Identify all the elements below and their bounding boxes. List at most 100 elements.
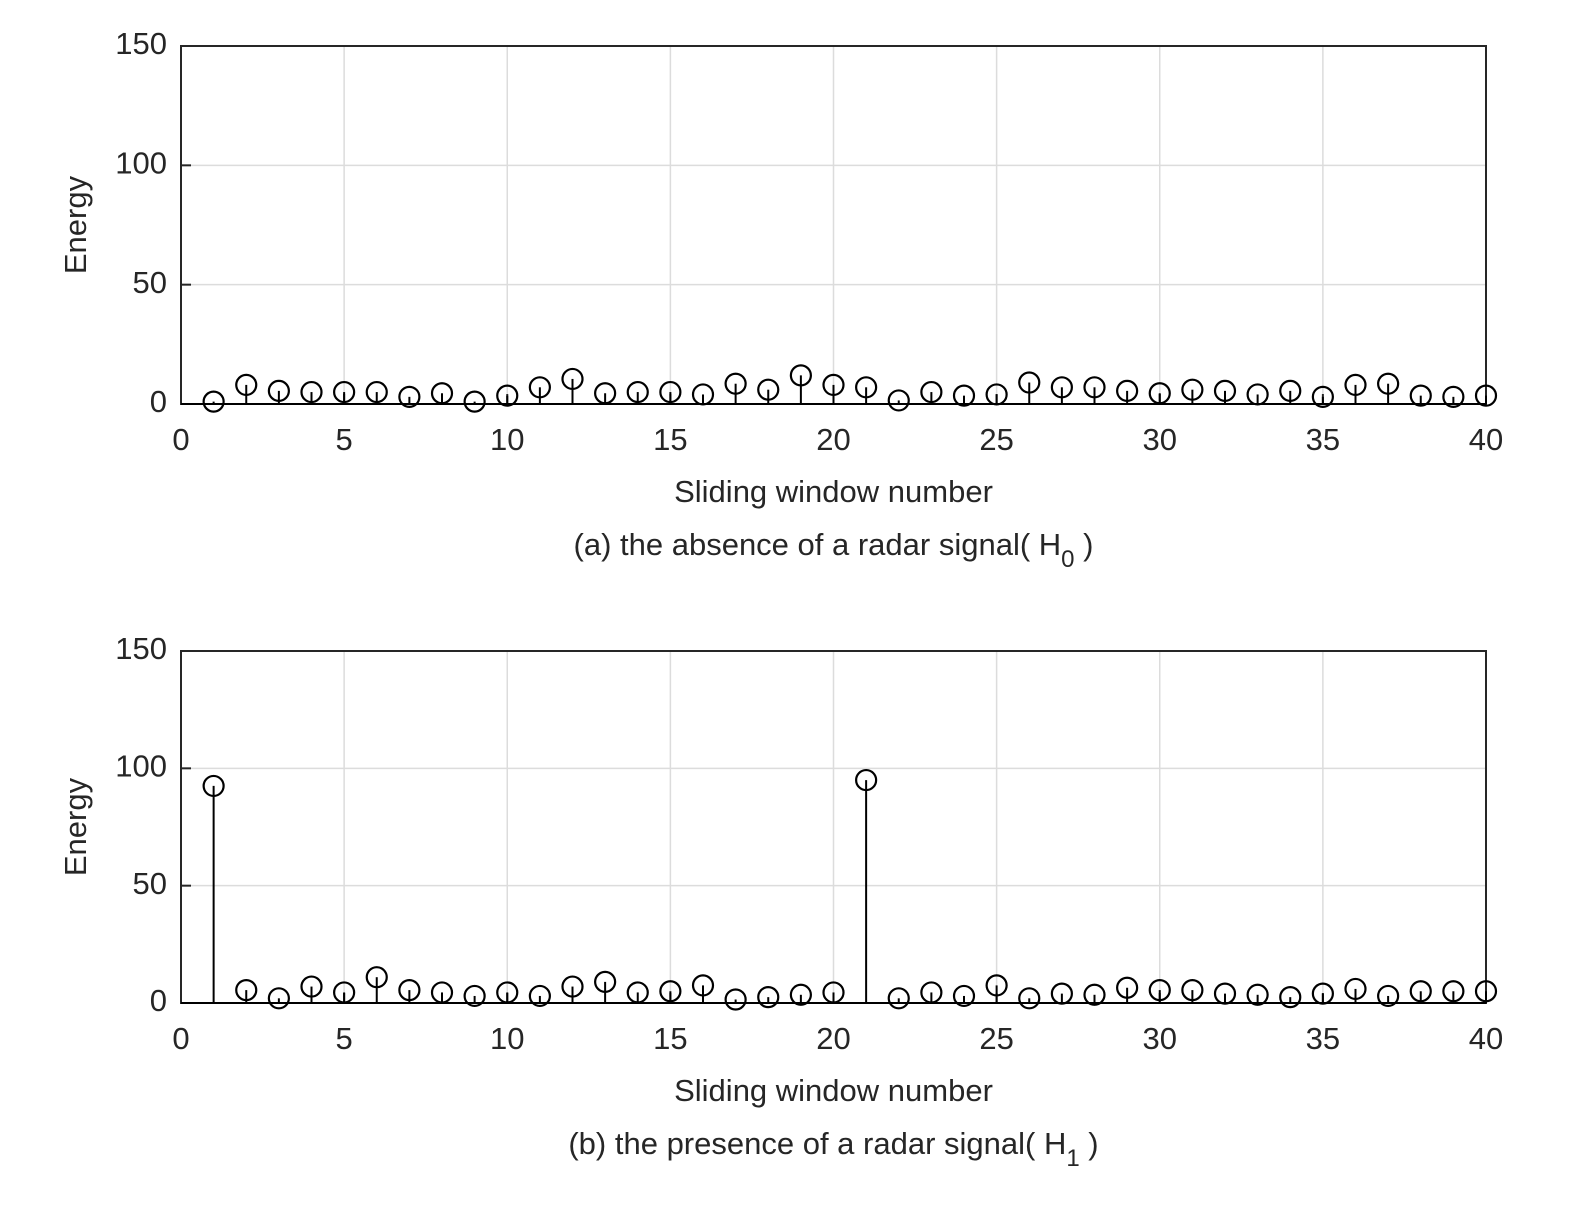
x-axis-label: Sliding window number — [674, 474, 993, 509]
stem-marker — [202, 774, 225, 798]
stem-marker — [430, 382, 454, 405]
stem-marker — [626, 981, 649, 1004]
x-tick-label: 10 — [490, 1021, 524, 1056]
y-tick-label: 100 — [115, 749, 167, 784]
stem-marker — [659, 980, 682, 1003]
stem-marker — [1050, 982, 1073, 1005]
caption-end: ) — [1080, 1126, 1099, 1161]
caption-text: (a) the absence of a radar signal( H — [574, 527, 1062, 562]
stem-marker — [1116, 976, 1139, 999]
stem-marker — [300, 380, 323, 404]
stem-marker — [1409, 384, 1432, 407]
stem-marker — [1181, 978, 1204, 1002]
stem-marker — [985, 974, 1008, 997]
x-tick-label: 0 — [172, 422, 189, 457]
stem-marker — [496, 981, 519, 1004]
stem-marker — [267, 987, 290, 1010]
x-tick-label: 35 — [1306, 422, 1340, 457]
stem-marker — [757, 378, 780, 401]
stem-marker — [952, 384, 976, 407]
stem-marker — [1377, 372, 1400, 395]
stem-marker — [528, 984, 551, 1008]
stem-marker — [528, 376, 551, 399]
x-tick-label: 20 — [816, 1021, 850, 1056]
caption-end: ) — [1075, 527, 1094, 562]
y-axis-label: Energy — [58, 777, 93, 876]
caption-subscript: 1 — [1066, 1145, 1079, 1172]
stem-marker — [333, 380, 356, 404]
stem-marker — [1442, 980, 1465, 1003]
stem-marker — [594, 970, 617, 993]
x-tick-label: 35 — [1306, 1021, 1340, 1056]
y-tick-label: 150 — [115, 26, 167, 61]
stem-marker — [1246, 383, 1269, 406]
stem-marker — [887, 389, 910, 412]
stem-marker — [1018, 987, 1041, 1010]
y-tick-label: 150 — [115, 631, 167, 666]
stem-marker — [1213, 982, 1237, 1005]
x-tick-label: 15 — [653, 422, 687, 457]
y-tick-label: 50 — [133, 265, 167, 300]
stem-marker — [920, 981, 943, 1004]
stem-marker — [855, 768, 878, 792]
stem-marker — [1474, 980, 1498, 1003]
stem-marker — [365, 380, 388, 404]
stem-marker — [1377, 984, 1400, 1008]
x-tick-label: 5 — [336, 422, 353, 457]
stem-marker — [594, 382, 617, 405]
caption: (a) the absence of a radar signal( H0 ) — [574, 527, 1094, 573]
stem-marker — [1474, 384, 1498, 407]
stem-marker — [887, 987, 910, 1010]
stem-marker — [398, 385, 421, 408]
stem-marker — [398, 978, 421, 1002]
stem-marker — [1279, 379, 1302, 402]
stem-marker — [952, 984, 976, 1008]
stem-marker — [1018, 371, 1041, 394]
stem-marker — [1116, 379, 1139, 402]
stem-marker — [561, 975, 584, 998]
x-tick-label: 40 — [1469, 422, 1503, 457]
stem-marker — [235, 978, 258, 1002]
stem-marker — [1246, 983, 1269, 1006]
stem-marker — [691, 383, 715, 406]
stem-marker — [235, 373, 258, 397]
stem-marker — [1083, 376, 1106, 399]
stem-marker — [1409, 980, 1432, 1003]
y-tick-label: 0 — [150, 983, 167, 1018]
stem-marker — [789, 364, 812, 387]
stem-marker — [430, 981, 454, 1004]
stem-marker — [1148, 382, 1171, 405]
stem-marker — [300, 975, 323, 998]
x-tick-label: 25 — [979, 422, 1013, 457]
y-tick-label: 0 — [150, 384, 167, 419]
stem-marker — [333, 981, 356, 1004]
chart: 0 5 10 15 20 25 30 35 40 0 50 100 150 Sliding window … — [58, 631, 1503, 1172]
stem-marker — [496, 384, 519, 407]
stem-marker — [1344, 977, 1367, 1001]
stem-marker — [267, 379, 290, 402]
stem-marker — [1148, 978, 1171, 1002]
stem-marker — [1181, 378, 1204, 401]
x-tick-label: 5 — [336, 1021, 353, 1056]
y-tick-label: 100 — [115, 146, 167, 181]
stem-marker — [1279, 986, 1302, 1009]
stem-marker — [1083, 983, 1106, 1006]
stem-marker — [789, 983, 812, 1006]
x-tick-label: 30 — [1143, 1021, 1177, 1056]
stem-marker — [202, 390, 225, 413]
stem-marker — [757, 986, 780, 1009]
caption-subscript: 0 — [1061, 546, 1074, 573]
stem-marker — [1050, 376, 1073, 399]
stem-marker — [463, 984, 486, 1008]
stem-marker — [724, 988, 747, 1011]
x-tick-label: 25 — [979, 1021, 1013, 1056]
chart: 0 5 10 15 20 25 30 35 40 0 50 100 150 Sliding window … — [58, 26, 1503, 573]
x-tick-label: 10 — [490, 422, 524, 457]
stem-marker — [626, 380, 649, 404]
stem-marker — [1213, 379, 1237, 402]
x-tick-label: 15 — [653, 1021, 687, 1056]
stem-marker — [659, 380, 682, 404]
caption: (b) the presence of a radar signal( H1 ) — [568, 1126, 1098, 1172]
x-axis-label: Sliding window number — [674, 1073, 993, 1108]
